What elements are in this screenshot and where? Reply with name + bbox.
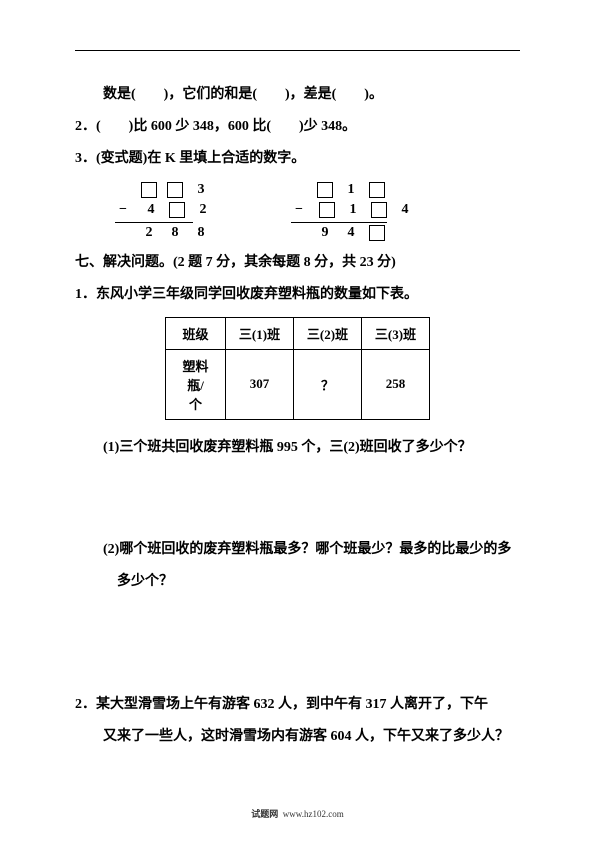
table-cell: ？ (294, 349, 362, 419)
table-row: 塑料瓶/ 个 307 ？ 258 (166, 349, 430, 419)
footer-site-name: 试题网 (251, 809, 278, 819)
table-header: 三(1)班 (226, 317, 294, 349)
puzzle-1: 3 −42 288 (115, 180, 211, 243)
problem-1-q2-line2: 多少个？ (75, 566, 520, 598)
footer-url: www.hz102.com (278, 809, 343, 819)
page-footer: 试题网 www.hz102.com (0, 807, 595, 820)
page-content: 数是( )，它们的和是( )，差是( )。 2．( )比 600 少 348，6… (0, 0, 595, 793)
table-header: 三(2)班 (294, 317, 362, 349)
section-7-heading: 七、解决问题。(2 题 7 分，其余每题 8 分，共 23 分) (75, 247, 520, 279)
problem-1-q2-line1: (2)哪个班回收的废弃塑料瓶最多？哪个班最少？最多的比最少的多 (75, 534, 520, 566)
problem-1: 1．东风小学三年级同学回收废弃塑料瓶的数量如下表。 (75, 279, 520, 311)
subtraction-puzzles: 3 −42 288 1 −14 94 (115, 180, 520, 243)
table-rowlabel: 塑料瓶/ 个 (166, 349, 226, 419)
table-header: 三(3)班 (362, 317, 430, 349)
problem-2-line1: 2．某大型滑雪场上午有游客 632 人，到中午有 317 人离开了，下午 (75, 689, 520, 721)
minus-icon: − (291, 202, 307, 218)
bottle-table: 班级 三(1)班 三(2)班 三(3)班 塑料瓶/ 个 307 ？ 258 (165, 317, 430, 420)
question-2: 2．( )比 600 少 348，600 比( )少 348。 (75, 111, 520, 143)
puzzle-2: 1 −14 94 (291, 180, 413, 243)
question-3: 3．(变式题)在 K 里填上合适的数字。 (75, 143, 520, 175)
table-cell: 258 (362, 349, 430, 419)
table-cell: 307 (226, 349, 294, 419)
minus-icon: − (115, 202, 131, 218)
top-rule (75, 50, 520, 51)
table-header: 班级 (166, 317, 226, 349)
continuation-line: 数是( )，它们的和是( )，差是( )。 (75, 79, 520, 111)
problem-2-line2: 又来了一些人，这时滑雪场内有游客 604 人，下午又来了多少人？ (75, 721, 520, 753)
problem-1-q1: (1)三个班共回收废弃塑料瓶 995 个，三(2)班回收了多少个？ (75, 432, 520, 464)
table-row: 班级 三(1)班 三(2)班 三(3)班 (166, 317, 430, 349)
